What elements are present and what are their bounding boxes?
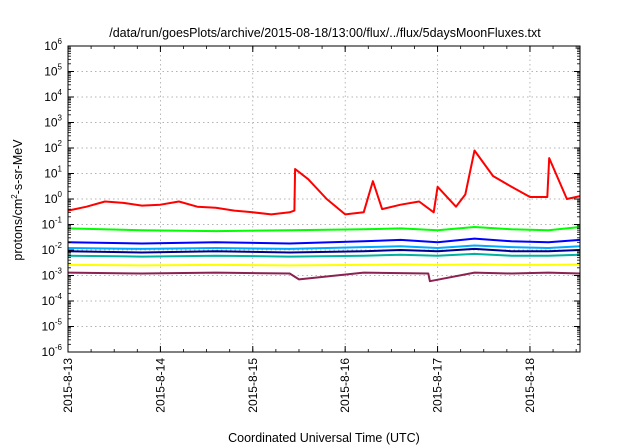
y-tick-label: 100 — [44, 190, 62, 206]
y-tick-label: 10-5 — [42, 318, 63, 334]
y-tick-label: 10-4 — [42, 292, 63, 308]
data-series — [67, 149, 581, 283]
y-tick-label: 10-1 — [42, 216, 63, 232]
x-tick-label: 2015-8-16 — [338, 358, 352, 413]
series-line-4 — [67, 244, 581, 250]
y-tick-label: 10-2 — [42, 241, 63, 257]
y-axis-title: protons/cm2-s-sr-MeV — [10, 139, 25, 261]
series-line-1 — [67, 149, 581, 216]
y-tick-label: 106 — [44, 37, 62, 53]
y-tick-label: 10-6 — [42, 343, 63, 359]
series-line-7 — [67, 263, 581, 267]
series-line-3 — [67, 237, 581, 245]
x-tick-label: 2015-8-14 — [153, 358, 167, 413]
y-tick-label: 103 — [44, 114, 62, 130]
x-tick-label: 2015-8-18 — [523, 358, 537, 413]
gridlines — [68, 46, 580, 352]
x-axis: 2015-8-13 2015-8-14 2015-8-15 2015-8-16 2015… — [61, 46, 577, 413]
x-tick-label: 2015-8-17 — [431, 358, 445, 413]
y-tick-label: 102 — [44, 139, 62, 155]
series-line-2 — [67, 226, 581, 233]
series-line-8 — [67, 271, 581, 283]
x-axis-title: Coordinated Universal Time (UTC) — [228, 431, 420, 445]
series-line-6 — [67, 252, 581, 258]
chart-title: /data/run/goesPlots/archive/2015-08-18/1… — [109, 26, 541, 40]
x-tick-label: 2015-8-15 — [246, 358, 260, 413]
y-tick-label: 101 — [44, 165, 62, 181]
x-tick-label: 2015-8-13 — [61, 358, 75, 413]
y-tick-label: 105 — [44, 63, 62, 79]
y-tick-label: 104 — [44, 88, 62, 104]
series-line-5 — [67, 247, 581, 254]
y-tick-label: 10-3 — [42, 267, 63, 283]
y-axis: 10-6 10-5 10-4 10-3 10-2 10-1 100 101 102 103 104 1… — [42, 37, 580, 359]
